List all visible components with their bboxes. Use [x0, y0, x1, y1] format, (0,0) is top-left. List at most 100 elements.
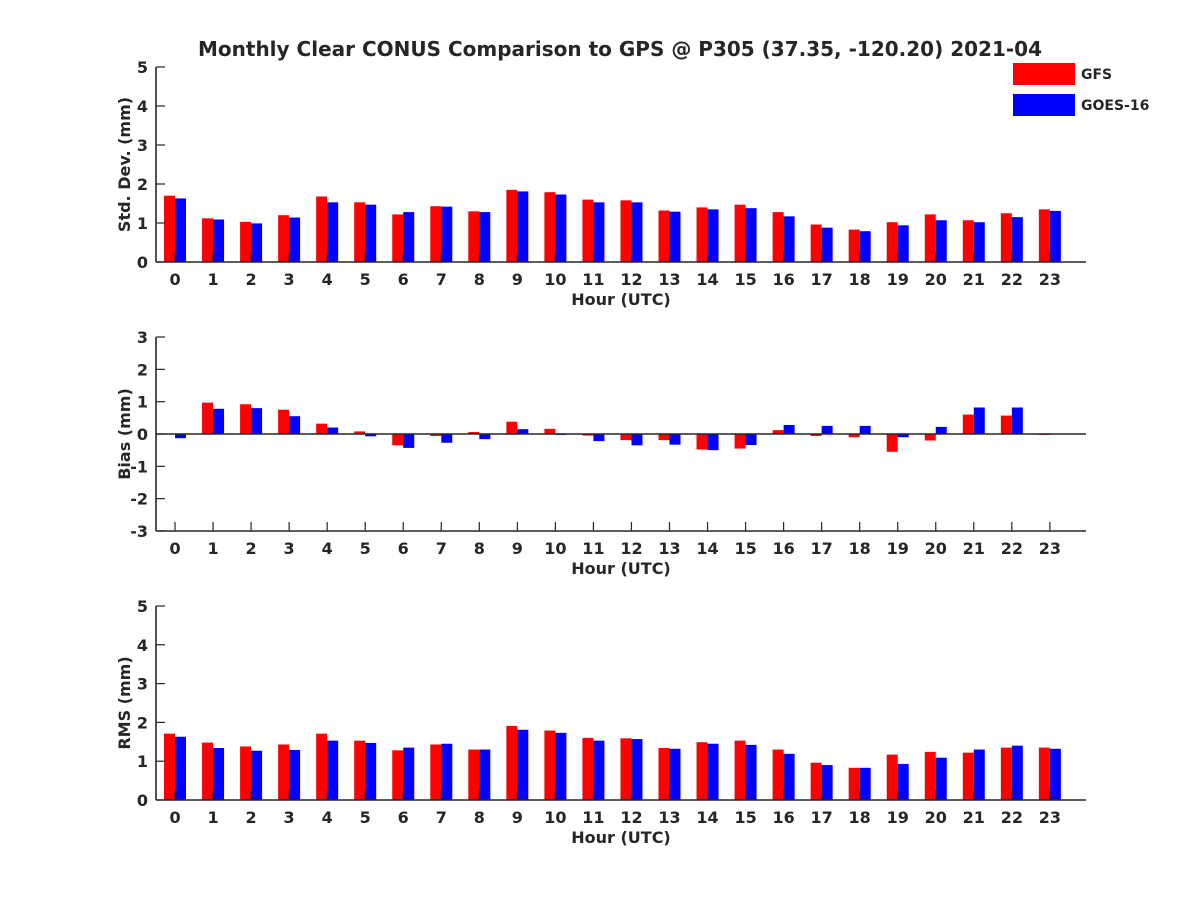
bar-goes-16-23: [1049, 210, 1061, 262]
bar-goes-16-20: [935, 426, 947, 434]
x-tick-label: 8: [474, 270, 485, 289]
bar-goes-16-19: [897, 225, 909, 262]
bar-gfs-5: [354, 202, 366, 262]
bar-gfs-13: [658, 210, 670, 262]
bar-goes-16-5: [365, 434, 377, 437]
bar-goes-16-6: [403, 212, 415, 262]
y-tick-label: 3: [137, 136, 148, 155]
bar-gfs-14: [696, 207, 708, 262]
bar-gfs-1: [202, 218, 214, 262]
x-tick-label: 20: [925, 808, 947, 827]
bar-goes-16-7: [441, 743, 453, 800]
y-tick-label: 2: [137, 713, 148, 732]
bar-gfs-18: [848, 229, 860, 262]
x-tick-label: 6: [398, 539, 409, 558]
bar-goes-16-10: [555, 194, 567, 262]
bar-goes-16-22: [1011, 217, 1023, 262]
bar-gfs-21: [962, 752, 974, 800]
x-tick-label: 21: [963, 539, 985, 558]
bar-goes-16-12: [631, 434, 643, 446]
y-tick-label: 2: [137, 175, 148, 194]
bar-gfs-15: [734, 740, 746, 800]
y-tick-label: -1: [130, 457, 148, 476]
x-tick-label: 18: [849, 808, 871, 827]
bar-goes-16-0: [175, 434, 187, 439]
bar-gfs-5: [354, 431, 366, 434]
x-tick-label: 11: [582, 808, 604, 827]
bar-gfs-15: [734, 204, 746, 262]
bar-gfs-17: [810, 762, 822, 800]
y-tick-label: 1: [137, 752, 148, 771]
bar-gfs-23: [1038, 209, 1050, 262]
bar-goes-16-8: [479, 749, 491, 800]
bar-goes-16-2: [251, 750, 263, 800]
bar-goes-16-15: [745, 744, 757, 800]
x-tick-label: 8: [474, 808, 485, 827]
bar-goes-16-16: [783, 753, 795, 800]
bar-goes-16-11: [593, 740, 605, 800]
x-tick-label: 8: [474, 539, 485, 558]
x-tick-label: 13: [658, 808, 680, 827]
legend-label-goes-16: GOES-16: [1081, 98, 1149, 114]
bar-gfs-10: [544, 730, 556, 800]
x-tick-label: 2: [246, 808, 257, 827]
y-tick-label: 3: [137, 675, 148, 694]
bar-goes-16-12: [631, 202, 643, 262]
bar-gfs-21: [962, 220, 974, 262]
bar-goes-16-9: [517, 429, 529, 434]
x-tick-label: 11: [582, 270, 604, 289]
bar-gfs-4: [316, 196, 328, 262]
x-tick-label: 0: [169, 270, 180, 289]
x-tick-label: 2: [246, 270, 257, 289]
bar-gfs-12: [620, 200, 632, 262]
bar-goes-16-20: [935, 220, 947, 262]
bar-gfs-16: [772, 749, 784, 800]
bar-gfs-4: [316, 423, 328, 434]
bar-goes-16-4: [327, 202, 339, 262]
x-tick-label: 17: [811, 270, 833, 289]
chart-title: Monthly Clear CONUS Comparison to GPS @ …: [198, 37, 1042, 61]
y-axis-label: Bias (mm): [115, 388, 134, 480]
bar-goes-16-11: [593, 202, 605, 262]
bar-goes-16-3: [289, 217, 301, 262]
bar-goes-16-17: [821, 765, 833, 800]
bar-goes-16-9: [517, 191, 529, 262]
bar-goes-16-23: [1049, 748, 1061, 800]
y-tick-label: 1: [137, 393, 148, 412]
bar-goes-16-14: [707, 743, 719, 800]
x-tick-label: 22: [1001, 808, 1023, 827]
y-axis-label: RMS (mm): [115, 656, 134, 749]
x-tick-label: 12: [620, 270, 642, 289]
bar-gfs-0: [164, 733, 176, 800]
x-tick-label: 22: [1001, 270, 1023, 289]
x-tick-label: 9: [512, 808, 523, 827]
bar-gfs-7: [430, 434, 442, 436]
legend-swatch-gfs: [1013, 63, 1075, 85]
bar-goes-16-21: [973, 749, 985, 800]
bar-gfs-8: [468, 211, 480, 262]
bar-gfs-3: [278, 744, 290, 800]
bar-goes-16-16: [783, 216, 795, 262]
x-tick-label: 20: [925, 539, 947, 558]
bar-gfs-22: [1000, 415, 1012, 434]
x-tick-label: 18: [849, 270, 871, 289]
x-tick-label: 19: [887, 270, 909, 289]
bar-gfs-6: [392, 750, 404, 800]
bar-goes-16-17: [821, 227, 833, 262]
bar-gfs-10: [544, 192, 556, 262]
bar-goes-16-15: [745, 208, 757, 262]
bar-gfs-20: [924, 751, 936, 800]
y-axis-label: Std. Dev. (mm): [115, 97, 134, 232]
x-tick-label: 1: [207, 270, 218, 289]
x-tick-label: 2: [246, 539, 257, 558]
x-tick-label: 17: [811, 808, 833, 827]
bar-gfs-11: [582, 199, 594, 262]
x-tick-label: 16: [772, 270, 794, 289]
bar-goes-16-11: [593, 434, 605, 442]
bar-gfs-19: [886, 222, 898, 262]
x-tick-label: 10: [544, 808, 566, 827]
bar-goes-16-19: [897, 763, 909, 800]
bar-goes-16-13: [669, 434, 681, 445]
